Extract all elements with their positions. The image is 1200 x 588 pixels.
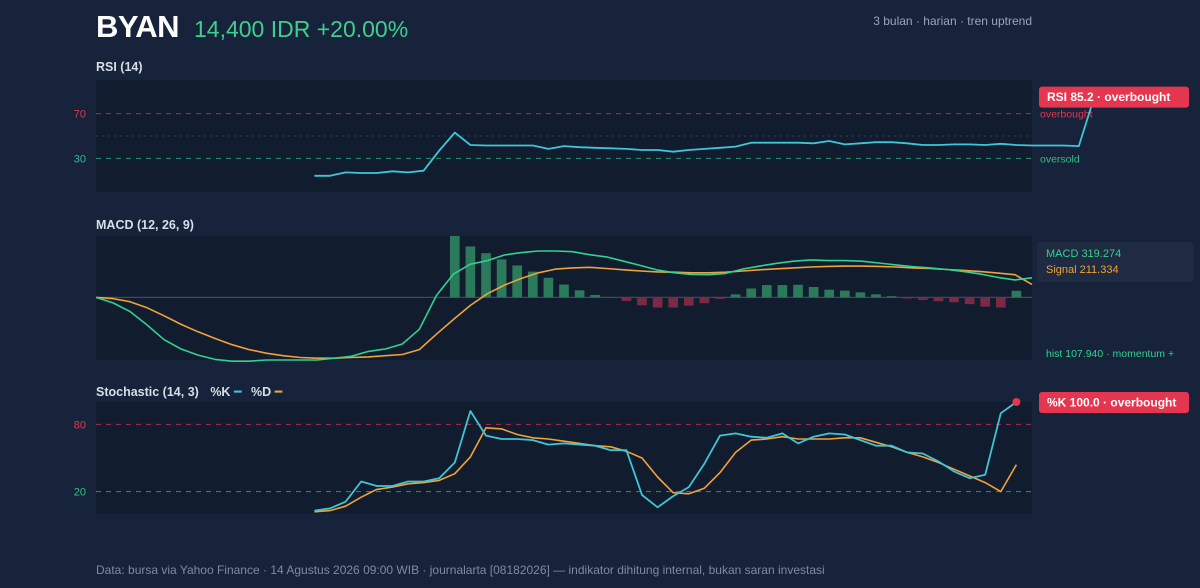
- macd-hist-bar: [871, 294, 881, 298]
- macd-value-label: MACD 319.274: [1046, 248, 1121, 260]
- macd-hist-bar: [886, 296, 897, 298]
- macd-hist-bar: [465, 246, 476, 298]
- stoch-legend-d-label: %D: [250, 385, 272, 399]
- stoch-panel: [96, 402, 1032, 514]
- macd-hist-bar: [481, 253, 491, 298]
- macd-hist-bar: [699, 297, 710, 304]
- macd-hist-label: hist 107.940 · momentum +: [1046, 348, 1174, 360]
- macd-hist-bar: [855, 292, 866, 298]
- signal-value-label: Signal 211.334: [1046, 264, 1119, 276]
- stoch-title: Stochastic (14, 3) %K ━ %D ━: [96, 384, 282, 399]
- stoch-legend-k-swatch: ━: [233, 385, 242, 399]
- rsi-title: RSI (14): [96, 60, 143, 74]
- stoch-last-point: [1012, 398, 1021, 406]
- rsi-last-badge: RSI 85.2 · overbought: [1039, 86, 1189, 108]
- macd-hist-bar: [621, 297, 632, 302]
- macd-hist-bar: [637, 297, 647, 306]
- macd-hist-bar: [652, 297, 663, 308]
- stoch-legend-d: %D ━: [251, 385, 282, 399]
- macd-hist-bar: [761, 285, 772, 298]
- macd-label-box: [1037, 242, 1194, 282]
- rsi-line: [314, 96, 1096, 177]
- stoch-ytick-20: 20: [74, 487, 86, 499]
- rsi-ytick-70: 70: [74, 109, 86, 121]
- stoch-last-badge-bg: [1039, 392, 1189, 413]
- stoch-k-line: [314, 401, 1017, 512]
- macd-hist-bar: [559, 284, 569, 298]
- macd-hist-bar: [808, 286, 819, 298]
- macd-hist-bar: [995, 297, 1006, 308]
- macd-hist-bar: [777, 285, 788, 298]
- stoch-last-badge-text: %K 100.0 · overbought: [1047, 396, 1176, 410]
- rsi-ytick-30: 30: [74, 153, 86, 165]
- stoch-legend-d-swatch: ━: [274, 385, 283, 399]
- macd-hist-bar: [746, 288, 757, 298]
- macd-hist-bar: [527, 271, 538, 298]
- macd-hist-bar: [715, 297, 725, 299]
- macd-hist-bar: [683, 297, 694, 306]
- macd-hist-bar: [590, 294, 601, 298]
- stoch-legend-k: %K ━: [210, 385, 241, 399]
- macd-hist-bar: [793, 284, 803, 298]
- stoch-last-badge: %K 100.0 · overbought: [1039, 392, 1189, 413]
- macd-hist-bar: [512, 265, 523, 298]
- macd-hist-bar: [1011, 290, 1022, 298]
- macd-hist-bar: [574, 290, 585, 298]
- macd-hist-bar: [839, 290, 850, 298]
- stoch-title-text: Stochastic (14, 3): [96, 385, 199, 399]
- stoch-ytick-80: 80: [74, 419, 86, 431]
- macd-hist-bar: [980, 297, 991, 307]
- macd-hist-bar: [449, 236, 460, 298]
- rsi-ref-label-oversold: oversold: [1040, 153, 1080, 165]
- macd-line: [95, 250, 1033, 363]
- signal-line: [95, 265, 1033, 360]
- macd-hist-bar: [730, 294, 741, 298]
- stoch-legend-k-label: %K: [210, 385, 231, 399]
- footer-source: Data: bursa via Yahoo Finance · 14 Agust…: [96, 563, 825, 577]
- rsi-ref-label-overbought: overbought: [1040, 109, 1093, 121]
- macd-hist-bar: [933, 297, 944, 302]
- macd-hist-bar: [543, 277, 554, 298]
- macd-hist-bar: [824, 289, 835, 298]
- rsi-last-badge-bg: [1039, 86, 1189, 108]
- macd-hist-bar: [902, 297, 913, 299]
- macd-hist-bar: [668, 297, 679, 308]
- ticker-symbol: BYAN: [96, 9, 180, 44]
- macd-hist-bar: [496, 259, 507, 298]
- macd-panel: [96, 236, 1032, 360]
- rsi-last-badge-text: RSI 85.2 · overbought: [1047, 90, 1170, 104]
- macd-hist-bar: [964, 297, 975, 305]
- macd-hist-bar: [917, 297, 928, 300]
- timeframe-meta: 3 bulan · harian · tren uptrend: [873, 14, 1032, 28]
- macd-title: MACD (12, 26, 9): [96, 218, 194, 232]
- macd-hist-bar: [949, 297, 959, 303]
- price-change: 14,400 IDR +20.00%: [194, 16, 409, 42]
